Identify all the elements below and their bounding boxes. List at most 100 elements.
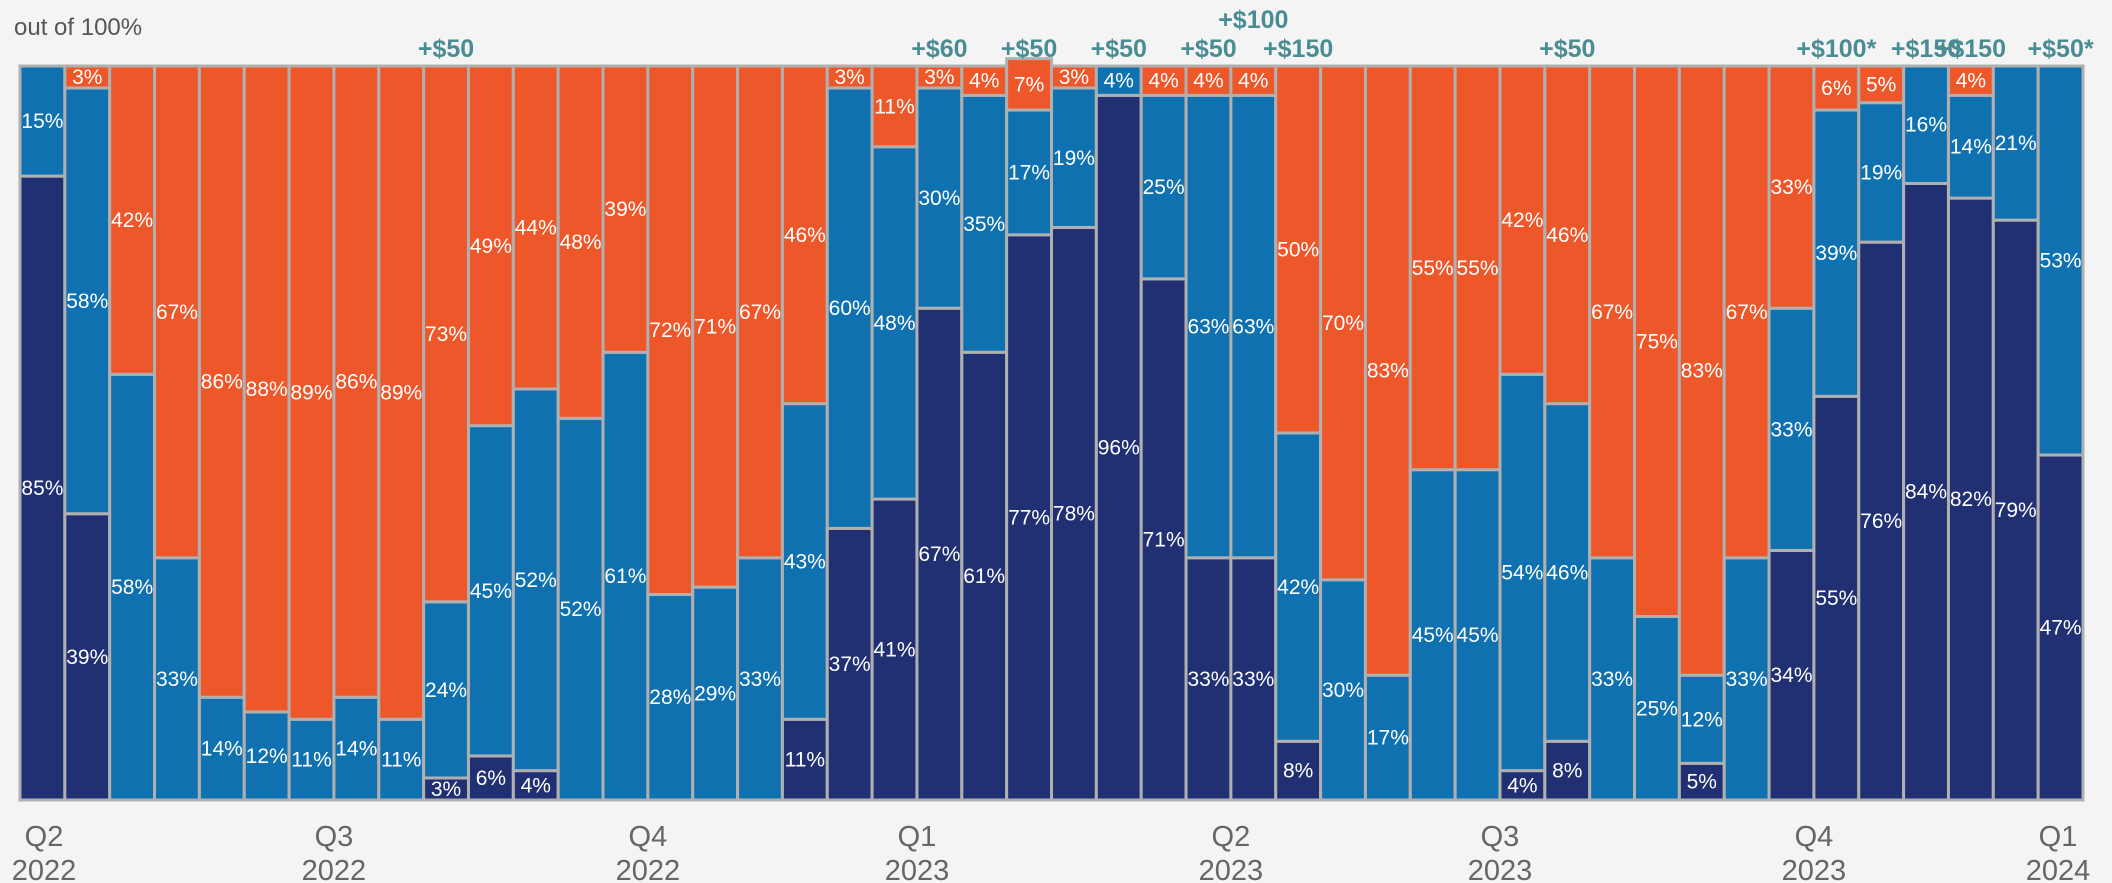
x-tick-quarter: Q3 (315, 821, 354, 853)
bar-segment-dark (63, 512, 112, 802)
bar-segment-mid (511, 387, 560, 773)
bar-segment-mid (1946, 93, 1995, 200)
segment-label: 48% (874, 312, 916, 335)
segment-label: 4% (1104, 70, 1134, 93)
segment-label: 89% (380, 382, 422, 405)
segment-label: 86% (335, 371, 377, 394)
segment-label: 78% (1053, 503, 1095, 526)
price-annotation: +$50 (418, 35, 474, 63)
segment-label: 72% (649, 319, 691, 342)
segment-label: 14% (335, 738, 377, 761)
segment-label: 47% (2040, 617, 2082, 640)
segment-labels: 85% 15% 39% 58% 3% 58% 42% 33% 67% 14% 86% 12% 88% 11… (21, 66, 2081, 801)
segment-label: 3% (835, 66, 865, 89)
bar-segment-mid (18, 64, 67, 178)
segment-label: 88% (246, 378, 288, 401)
bar-segment-orange (1812, 64, 1861, 112)
segment-label: 33% (1591, 668, 1633, 691)
x-tick-quarter: Q1 (2039, 821, 2078, 853)
price-annotation: +$50 (1091, 35, 1147, 63)
bar-segment-orange (1184, 64, 1233, 97)
segment-label: 39% (604, 198, 646, 221)
bar-segment-dark (870, 497, 919, 802)
segment-label: 33% (739, 668, 781, 691)
segment-label: 55% (1412, 257, 1454, 280)
bar-segment-mid (108, 372, 157, 802)
bar-segment-orange (466, 64, 515, 428)
segment-label: 39% (1815, 242, 1857, 265)
segment-label: 54% (1501, 561, 1543, 584)
segment-label: 53% (2040, 250, 2082, 273)
segment-label: 52% (560, 598, 602, 621)
x-axis-ticks: Q22022Q32022Q42022Q12023Q22023Q32023Q420… (12, 821, 2091, 883)
bar-segment-orange (1319, 64, 1367, 582)
segment-label: 67% (1726, 301, 1768, 324)
unit-label: out of 100% (14, 14, 143, 41)
bar-segment-mid (1767, 306, 1816, 552)
segment-label: 7% (1014, 73, 1044, 96)
segment-label: 37% (829, 653, 871, 676)
bar-segment-orange (242, 64, 291, 714)
segment-label: 33% (1770, 176, 1812, 199)
segment-label: 8% (1552, 760, 1582, 783)
segment-label: 12% (1681, 708, 1723, 731)
segment-label: 55% (1815, 587, 1857, 610)
bar-segment-mid (63, 86, 112, 516)
segment-label: 25% (1636, 697, 1678, 720)
bar-segment-dark (1767, 548, 1816, 802)
price-annotation: +$100* (1796, 35, 1876, 63)
segment-label: 16% (1905, 114, 1947, 137)
price-annotation: +$60 (911, 35, 967, 63)
x-tick-quarter: Q4 (1795, 821, 1834, 853)
bar-segment-orange (197, 64, 246, 699)
segment-label: 42% (1501, 209, 1543, 232)
segment-label: 3% (1059, 66, 1089, 89)
bar-segment-dark (1857, 240, 1906, 802)
segment-label: 50% (1277, 239, 1319, 262)
bar-segment-orange (1633, 64, 1681, 618)
bar-segment-orange (870, 64, 919, 149)
price-annotation: +$100 (1218, 6, 1288, 34)
bars (18, 57, 2085, 802)
segment-label: 71% (694, 316, 736, 339)
segment-label: 33% (156, 668, 198, 691)
bar-segment-mid (2036, 64, 2085, 457)
segment-label: 42% (111, 209, 153, 232)
segment-label: 35% (963, 213, 1005, 236)
x-tick-quarter: Q2 (1212, 821, 1251, 853)
bar-segment-mid (1633, 615, 1681, 802)
bar-segment-orange (1588, 64, 1637, 560)
segment-label: 3% (924, 66, 954, 89)
bar-segment-dark (2036, 453, 2085, 802)
bar-segment-mid (1005, 108, 1054, 237)
segment-label: 39% (66, 646, 108, 669)
bar-segment-orange (287, 64, 336, 721)
segment-label: 60% (829, 297, 871, 320)
segment-label: 30% (918, 187, 960, 210)
segment-label: 6% (1821, 77, 1851, 100)
segment-label: 19% (1860, 161, 1902, 184)
segment-label: 52% (515, 569, 557, 592)
segment-label: 4% (1507, 774, 1537, 797)
bar-segment-mid (1363, 673, 1412, 802)
bar-segment-mid (1902, 64, 1950, 185)
segment-label: 63% (1187, 316, 1229, 339)
bar-segment-mid (1857, 101, 1906, 244)
price-annotation: +$150 (1263, 35, 1333, 63)
bar-segment-dark (825, 526, 874, 802)
segment-label: 71% (1143, 528, 1185, 551)
segment-label: 45% (1412, 624, 1454, 647)
bar-segment-orange (960, 64, 1009, 97)
x-tick-quarter: Q1 (898, 821, 937, 853)
segment-label: 11% (381, 749, 421, 772)
price-annotation: +$50 (1180, 35, 1236, 63)
bar-segment-mid (466, 424, 515, 758)
segment-label: 4% (1193, 70, 1223, 93)
segment-label: 86% (201, 371, 243, 394)
bar-segment-mid (153, 556, 201, 802)
segment-label: 85% (21, 477, 63, 500)
segment-label: 45% (1457, 624, 1499, 647)
segment-label: 6% (476, 767, 506, 790)
bar-segment-orange (1767, 64, 1816, 310)
segment-label: 83% (1681, 360, 1723, 383)
